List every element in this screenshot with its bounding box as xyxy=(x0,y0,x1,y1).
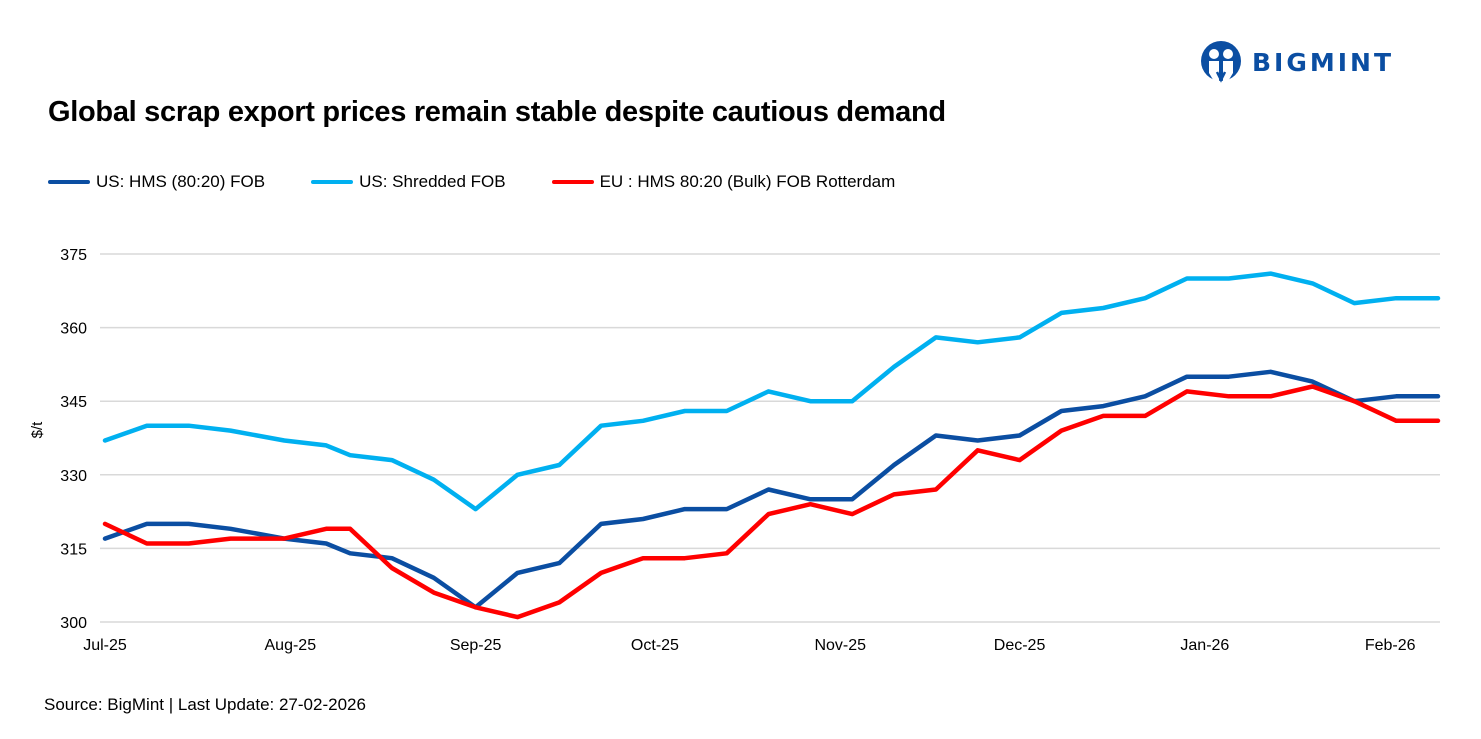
legend-item-us-hms: US: HMS (80:20) FOB xyxy=(48,172,265,192)
y-tick-label: 300 xyxy=(60,615,87,632)
bigmint-logo-text: BIGMINT xyxy=(1252,47,1395,77)
y-tick-label: 330 xyxy=(60,468,87,485)
x-tick-label: Feb-26 xyxy=(1365,637,1416,654)
source-note: Source: BigMint | Last Update: 27-02-202… xyxy=(44,695,366,714)
series-line-2 xyxy=(102,384,1441,620)
legend-item-eu-hms: EU : HMS 80:20 (Bulk) FOB Rotterdam xyxy=(551,172,896,192)
y-axis-label: $/t xyxy=(29,421,46,439)
chart-title: Global scrap export prices remain stable… xyxy=(48,96,946,128)
y-tick-label: 345 xyxy=(60,394,87,411)
x-tick-label: Sep-25 xyxy=(450,637,502,654)
x-tick-label: Jan-26 xyxy=(1180,637,1229,654)
legend-label: US: HMS (80:20) FOB xyxy=(96,172,266,191)
x-tick-label: Dec-25 xyxy=(994,637,1046,654)
bigmint-logo-icon xyxy=(1201,41,1241,83)
x-tick-label: Nov-25 xyxy=(814,637,866,654)
legend-swatch xyxy=(311,180,354,184)
y-tick-label: 315 xyxy=(60,541,87,558)
y-tick-label: 375 xyxy=(60,247,87,264)
x-tick-label: Oct-25 xyxy=(631,637,679,654)
x-tick-label: Aug-25 xyxy=(265,637,317,654)
legend-swatch xyxy=(48,180,90,184)
series-line-0 xyxy=(102,369,1441,610)
legend-swatch xyxy=(551,180,594,184)
legend-label: US: Shredded FOB xyxy=(359,172,506,191)
x-tick-label: Jul-25 xyxy=(83,637,127,654)
bigmint-logo: BIGMINT xyxy=(1200,40,1394,84)
legend-label: EU : HMS 80:20 (Bulk) FOB Rotterdam xyxy=(599,172,896,191)
series-line-1 xyxy=(102,271,1441,512)
y-tick-label: 360 xyxy=(60,321,87,338)
legend: US: HMS (80:20) FOB US: Shredded FOB EU … xyxy=(48,172,895,192)
legend-item-us-shredded: US: Shredded FOB xyxy=(311,172,506,192)
